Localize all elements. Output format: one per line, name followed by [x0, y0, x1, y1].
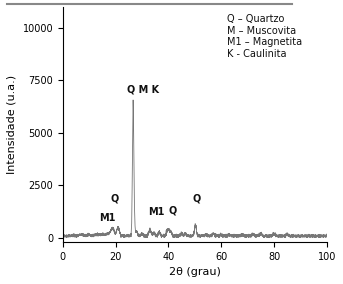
X-axis label: 2θ (grau): 2θ (grau): [169, 267, 221, 277]
Text: Q – Quartzo
M – Muscovita
M1 – Magnetita
K - Caulinita: Q – Quartzo M – Muscovita M1 – Magnetita…: [226, 14, 301, 59]
Text: M1: M1: [149, 206, 165, 216]
Text: Q M K: Q M K: [127, 85, 159, 95]
Y-axis label: Intensidade (u.a.): Intensidade (u.a.): [7, 75, 17, 174]
Text: Q: Q: [110, 194, 118, 204]
Text: Q: Q: [168, 205, 177, 216]
Text: M1: M1: [99, 213, 116, 223]
Text: Q: Q: [192, 194, 200, 204]
